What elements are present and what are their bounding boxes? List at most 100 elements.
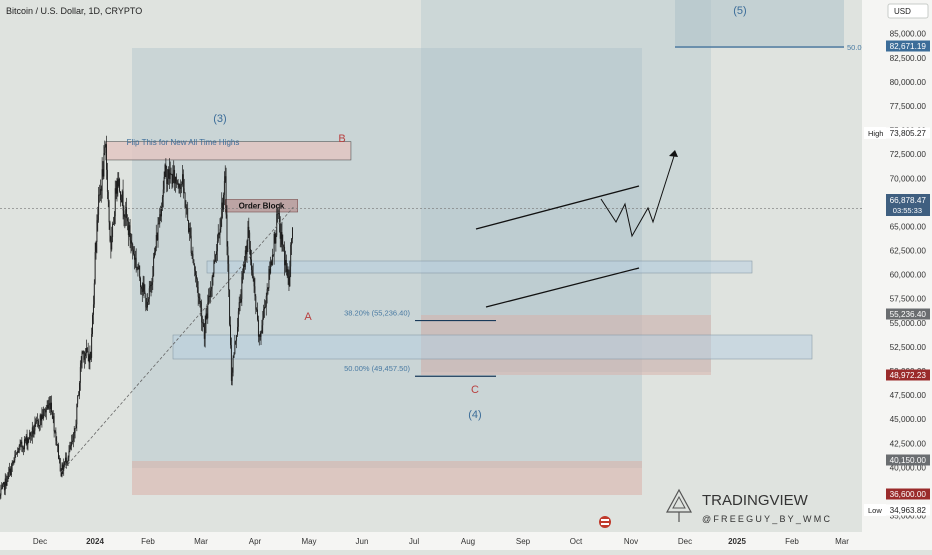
candle-body (279, 213, 280, 223)
candle-body (41, 415, 42, 420)
x-tick-label: 2025 (728, 537, 746, 546)
price-label-value: 73,805.27 (890, 129, 927, 138)
candle-body (83, 352, 84, 360)
candle-body (77, 395, 78, 403)
candle-body (160, 214, 161, 216)
candle-body (98, 195, 99, 215)
candle-body (66, 458, 67, 464)
candle-body (25, 439, 26, 441)
candle-body (55, 432, 56, 441)
candle-body (63, 465, 64, 471)
fib-level-label: 38.20% (55,236.40) (344, 309, 410, 318)
candle-body (92, 315, 93, 334)
candle-body (44, 409, 45, 410)
candle-body (198, 287, 199, 297)
candle-body (126, 207, 127, 218)
candle-body (24, 439, 25, 449)
candle-body (193, 259, 194, 265)
x-tick-label: Feb (785, 537, 799, 546)
price-label-value: 55,236.40 (890, 310, 927, 319)
candle-body (232, 373, 233, 381)
candle-body (19, 446, 20, 453)
candle-body (194, 265, 195, 270)
candle-body (219, 233, 220, 235)
candle-body (266, 296, 267, 307)
candle-body (27, 436, 28, 444)
y-tick-label: 70,000.00 (890, 174, 927, 183)
currency-button[interactable]: USD (888, 4, 928, 18)
candle-body (165, 165, 166, 177)
candle-body (177, 181, 178, 184)
candle-body (165, 165, 166, 169)
candle-body (287, 269, 288, 272)
candle-body (2, 484, 3, 488)
candle-body (76, 424, 77, 428)
candle-body (89, 352, 90, 362)
candle-body (163, 189, 164, 197)
candle-body (138, 265, 139, 269)
candle-body (174, 170, 175, 184)
candle-body (137, 268, 138, 270)
candle-body (28, 439, 29, 440)
candle-body (88, 351, 89, 355)
candle-body (151, 285, 152, 286)
candle-body (48, 403, 49, 405)
y-tick-label: 62,500.00 (890, 247, 927, 256)
x-tick-label: Jun (356, 537, 369, 546)
candle-body (192, 253, 193, 254)
candle-body (57, 445, 58, 446)
candle-body (245, 250, 246, 267)
candle-body (136, 258, 137, 267)
candle-body (148, 299, 149, 302)
candle-body (220, 220, 221, 229)
candle-body (178, 184, 179, 185)
x-tick-label: Mar (194, 537, 208, 546)
candle-body (42, 414, 43, 418)
candle-body (125, 207, 126, 217)
candle-body (103, 153, 104, 176)
candle-body (34, 422, 35, 430)
candle-body (196, 275, 197, 279)
y-tick-label: 60,000.00 (890, 271, 927, 280)
candle-body (240, 302, 241, 303)
candle-body (231, 345, 232, 381)
candle-body (34, 431, 35, 434)
candle-body (164, 177, 165, 189)
candle-body (152, 276, 153, 282)
candle-body (118, 179, 119, 186)
candle-body (130, 225, 131, 240)
candle-body (240, 299, 241, 302)
candle-body (107, 170, 108, 192)
y-tick-label: 85,000.00 (890, 30, 927, 39)
candle-body (46, 409, 47, 412)
candle-body (54, 416, 55, 431)
candle-body (121, 200, 122, 202)
candle-body (199, 297, 200, 298)
candle-body (157, 235, 158, 240)
candle-body (96, 220, 97, 242)
candle-body (100, 189, 101, 195)
candle-body (97, 215, 98, 220)
candle-body (69, 451, 70, 457)
candle-body (20, 444, 21, 446)
y-tick-label: 47,500.00 (890, 391, 927, 400)
candle-body (227, 215, 228, 247)
candle-body (268, 269, 269, 288)
wave-label: (5) (733, 5, 746, 17)
candle-body (128, 221, 129, 235)
candle-body (264, 307, 265, 309)
candle-body (172, 173, 173, 184)
candle-body (247, 241, 248, 254)
candle-body (14, 455, 15, 460)
event-icon[interactable] (599, 516, 611, 528)
y-tick-label: 57,500.00 (890, 295, 927, 304)
candle-body (113, 224, 114, 225)
price-label-value: 36,600.00 (890, 490, 927, 499)
price-label-value: 48,972.23 (890, 371, 927, 380)
candle-body (144, 283, 145, 291)
candle-body (292, 227, 293, 238)
candle-body (142, 289, 143, 292)
candle-body (37, 420, 38, 421)
candle-body (154, 252, 155, 257)
